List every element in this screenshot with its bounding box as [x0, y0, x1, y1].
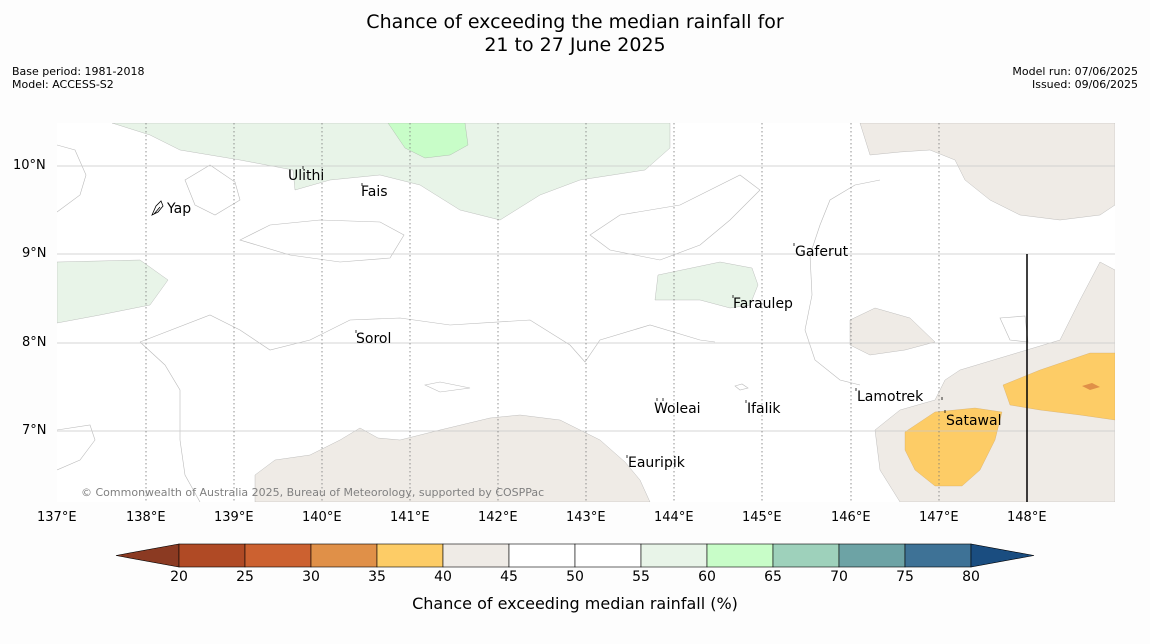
- colorbar-tick-label: 60: [698, 569, 716, 585]
- place-lamotrek: Lamotrek: [857, 389, 924, 405]
- region-55-60-faraulep: [654, 261, 759, 309]
- region-40-45-northeast: [859, 123, 1115, 221]
- chart-title-line-2: 21 to 27 June 2025: [484, 34, 666, 56]
- lat-label-10n: 10°N: [13, 158, 46, 173]
- place-labels: Ulithi Fais Yap Gaferut Faraulep Sorol L…: [166, 168, 1001, 471]
- colorbar-tick-label: 70: [830, 569, 848, 585]
- issued-date: Issued: 09/06/2025: [1031, 78, 1138, 91]
- colorbar-tick-label: 50: [566, 569, 584, 585]
- colorbar-segment: [772, 543, 840, 568]
- lon-label-138e: 138°E: [126, 510, 166, 525]
- lon-label-144e: 144°E: [654, 510, 694, 525]
- lon-label-147e: 147°E: [919, 510, 959, 525]
- colorbar-segment: [310, 543, 378, 568]
- place-ulithi: Ulithi: [288, 168, 324, 184]
- colorbar-extend-low: [115, 543, 180, 568]
- place-yap: Yap: [166, 201, 191, 217]
- colorbar-segment: [508, 543, 576, 568]
- colorbar-tick-label: 40: [434, 569, 452, 585]
- model-name: Model: ACCESS-S2: [12, 78, 114, 91]
- region-55-60-west: [57, 259, 169, 324]
- colorbar-segment: [706, 543, 774, 568]
- meta-left: Base period: 1981-2018 Model: ACCESS-S2: [12, 65, 144, 91]
- lat-label-9n: 9°N: [22, 246, 47, 261]
- colorbar-segment: [376, 543, 444, 568]
- place-faraulep: Faraulep: [733, 296, 793, 312]
- lon-label-145e: 145°E: [742, 510, 782, 525]
- chart-title-line-1: Chance of exceeding the median rainfall …: [366, 11, 784, 33]
- place-satawal: Satawal: [946, 413, 1001, 429]
- colorbar: [115, 543, 1035, 568]
- colorbar-tick-label: 20: [170, 569, 188, 585]
- place-woleai: Woleai: [654, 401, 701, 417]
- colorbar-segment: [244, 543, 312, 568]
- colorbar-tick-label: 25: [236, 569, 254, 585]
- colorbar-tick-label: 80: [962, 569, 980, 585]
- region-35-40-east: [1002, 352, 1115, 421]
- copyright-notice: © Commonwealth of Australia 2025, Bureau…: [81, 486, 544, 499]
- colorbar-segment: [574, 543, 642, 568]
- meridians: [145, 123, 940, 502]
- yap-island-icon: [151, 200, 164, 216]
- model-run: Model run: 07/06/2025: [1012, 65, 1138, 78]
- place-fais: Fais: [361, 184, 388, 200]
- lon-label-141e: 141°E: [390, 510, 430, 525]
- colorbar-segment: [904, 543, 972, 568]
- lon-label-146e: 146°E: [831, 510, 871, 525]
- colorbar-tick-label: 75: [896, 569, 914, 585]
- colorbar-tick-label: 30: [302, 569, 320, 585]
- place-sorol: Sorol: [356, 331, 391, 347]
- colorbar-tick-label: 35: [368, 569, 386, 585]
- colorbar-segment: [838, 543, 906, 568]
- lat-label-8n: 8°N: [22, 335, 47, 350]
- lon-label-142e: 142°E: [478, 510, 518, 525]
- lon-label-143e: 143°E: [566, 510, 606, 525]
- place-gaferut: Gaferut: [795, 244, 849, 260]
- region-35-40-satawal: [904, 407, 1003, 487]
- place-ifalik: Ifalik: [747, 401, 781, 417]
- meta-right: Model run: 07/06/2025 Issued: 09/06/2025: [1012, 65, 1138, 91]
- colorbar-tick-label: 45: [500, 569, 518, 585]
- region-40-45-south: [254, 414, 651, 502]
- lon-label-139e: 139°E: [214, 510, 254, 525]
- colorbar-tick-label: 55: [632, 569, 650, 585]
- region-55-60-north: [111, 123, 671, 221]
- colorbar-segment: [442, 543, 510, 568]
- colorbar-segment: [178, 543, 246, 568]
- colorbar-extend-high: [970, 543, 1035, 568]
- colorbar-title: Chance of exceeding median rainfall (%): [412, 594, 738, 613]
- colorbar-segment: [640, 543, 708, 568]
- lon-label-148e: 148°E: [1007, 510, 1047, 525]
- lon-label-137e: 137°E: [37, 510, 77, 525]
- lat-label-7n: 7°N: [22, 423, 47, 438]
- place-eauripik: Eauripik: [628, 455, 686, 471]
- region-60-65: [387, 123, 469, 159]
- lon-label-140e: 140°E: [302, 510, 342, 525]
- island-markers: [151, 166, 946, 458]
- base-period: Base period: 1981-2018: [12, 65, 145, 78]
- colorbar-tick-label: 65: [764, 569, 782, 585]
